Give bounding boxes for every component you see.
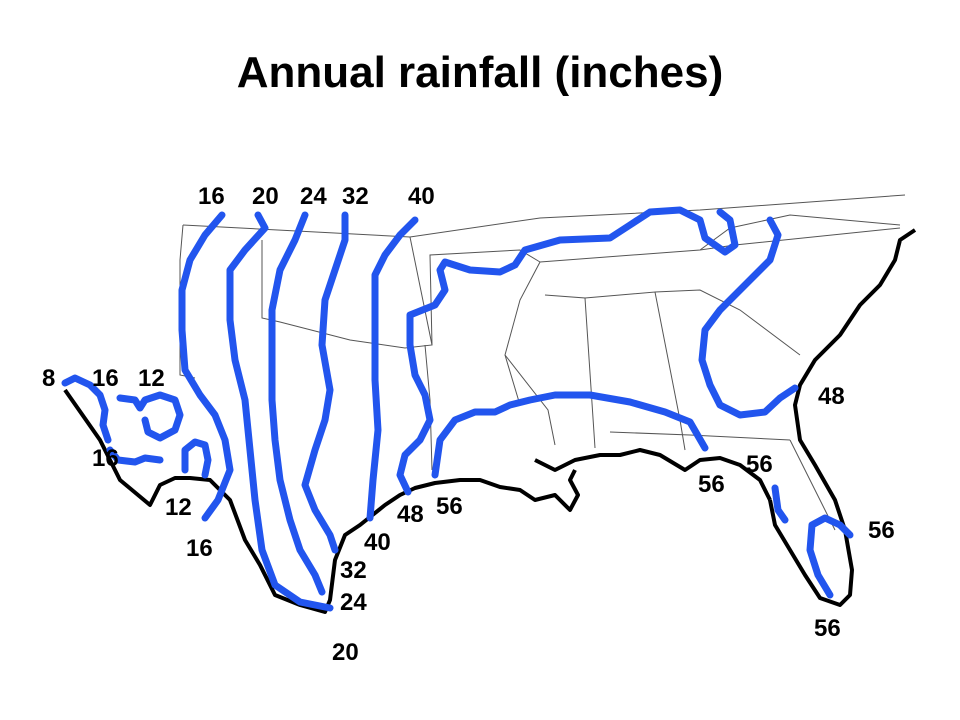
label-top-40: 40	[408, 183, 435, 210]
label-top-20: 20	[252, 183, 279, 210]
isohyet-40	[366, 216, 419, 522]
louisiana-coast	[534, 448, 772, 501]
label-fl-56b: 56	[814, 615, 841, 642]
label-tx-56: 56	[436, 493, 463, 520]
label-top-24: 24	[300, 183, 327, 210]
coastline	[63, 228, 917, 614]
label-tx-32: 32	[340, 557, 367, 584]
florida-coast	[768, 228, 917, 607]
label-west-16: 16	[92, 365, 119, 392]
label-gulf-56b: 56	[746, 451, 773, 478]
isohyet-8-west	[61, 374, 112, 444]
isohyet-20	[226, 211, 334, 612]
isohyet-24	[268, 211, 326, 596]
isohyet-48-east	[698, 216, 799, 419]
isohyet-16-loop-west	[106, 446, 164, 466]
label-tx-48: 48	[397, 501, 424, 528]
isohyets	[61, 206, 854, 612]
tx-la-border	[424, 344, 433, 471]
label-top-32: 32	[342, 183, 369, 210]
label-sw-16b: 16	[186, 535, 213, 562]
label-tx-20: 20	[332, 639, 359, 666]
isohyet-16	[178, 211, 234, 522]
label-top-16: 16	[198, 183, 225, 210]
map-title: Annual rainfall (inches)	[236, 48, 724, 97]
label-fl-48: 48	[818, 383, 845, 410]
label-tx-24: 24	[340, 589, 367, 616]
isohyet-32	[301, 211, 349, 554]
label-sw-12: 12	[165, 494, 192, 521]
northern-border	[182, 194, 906, 238]
label-fl-56a: 56	[868, 517, 895, 544]
ga-sc-border	[654, 289, 801, 356]
isohyet-12-arc	[181, 438, 212, 479]
virginia-border	[699, 214, 901, 251]
contour-labels: 16 20 24 32 40 8 16 12 16 12 16 20 24 32…	[42, 183, 895, 666]
label-gulf-56a: 56	[698, 471, 725, 498]
isohyet-56-florida-west	[771, 484, 789, 524]
ms-al-border	[544, 294, 596, 449]
label-west-12: 12	[138, 365, 165, 392]
isohyet-56-florida-south	[806, 514, 854, 599]
al-ga-border	[584, 291, 686, 451]
label-sw-16a: 16	[92, 445, 119, 472]
isohyet-12-loop	[116, 391, 184, 442]
isohyet-48	[396, 206, 739, 496]
ga-fl-border	[609, 431, 791, 441]
label-tx-40: 40	[364, 529, 391, 556]
texas-gulf-coast	[63, 388, 580, 614]
mississippi-border	[504, 354, 556, 446]
isohyet-56-gulf	[431, 391, 709, 479]
label-west-8: 8	[42, 365, 55, 392]
